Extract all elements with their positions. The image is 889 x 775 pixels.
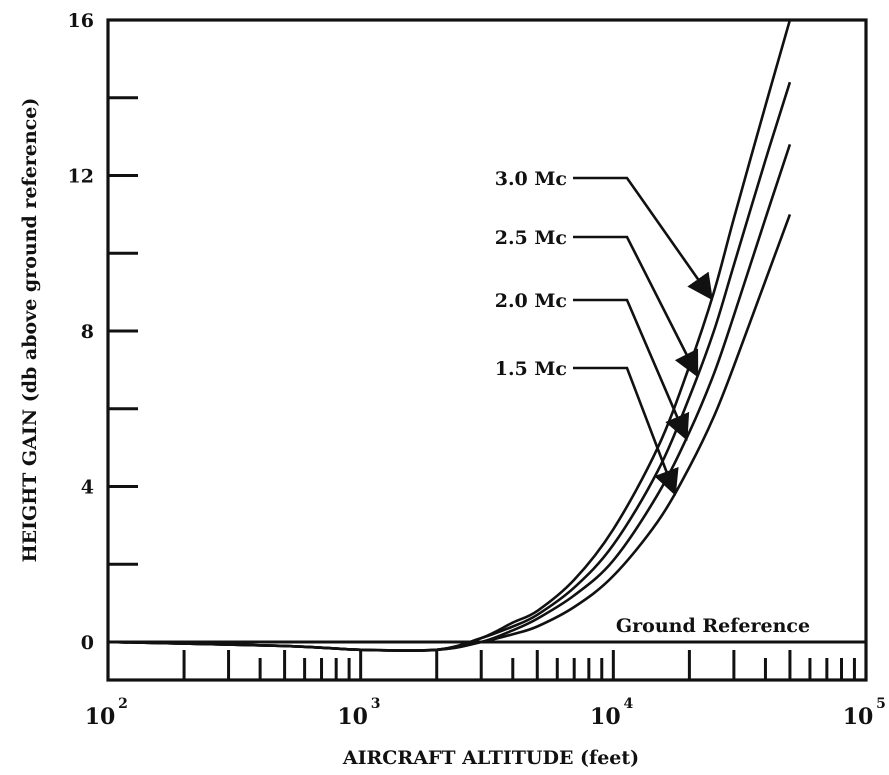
y-axis-title: HEIGHT GAIN (db above ground reference) bbox=[19, 98, 41, 563]
series-annotations: 3.0 Mc 2.5 Mc 2.0 Mc 1.5 Mc bbox=[495, 168, 713, 496]
series-line-1-5-Mc bbox=[107, 213, 792, 652]
series-curves bbox=[107, 19, 792, 653]
ground-reference-label: Ground Reference bbox=[616, 615, 810, 637]
x-tick-exponent-100: 2 bbox=[118, 696, 128, 712]
series-line-3-0-Mc bbox=[107, 19, 792, 653]
x-tick-label-100: 10 bbox=[85, 704, 116, 730]
x-tick-label-10000: 10 bbox=[590, 704, 621, 730]
x-tick-exponent-100000: 5 bbox=[876, 696, 886, 712]
plot-frame bbox=[106, 18, 868, 682]
series-leader-2-0-Mc bbox=[573, 298, 690, 441]
x-tick-label-1000: 10 bbox=[337, 704, 368, 730]
series-label-3-0-Mc: 3.0 Mc bbox=[495, 168, 567, 190]
series-line-2-0-Mc bbox=[107, 143, 792, 652]
series-label-2-0-Mc: 2.0 Mc bbox=[495, 290, 567, 312]
y-tick-label-12: 12 bbox=[68, 166, 94, 188]
series-leader-1-5-Mc bbox=[573, 366, 679, 496]
x-tick-exponent-1000: 3 bbox=[371, 696, 381, 712]
series-leader-2-5-Mc bbox=[573, 235, 699, 378]
axis-ticks bbox=[108, 18, 856, 680]
series-leader-3-0-Mc bbox=[573, 176, 713, 301]
y-tick-label-0: 0 bbox=[81, 632, 94, 654]
series-label-2-5-Mc: 2.5 Mc bbox=[495, 227, 567, 249]
y-tick-label-4: 4 bbox=[81, 477, 94, 499]
x-axis-title: AIRCRAFT ALTITUDE (feet) bbox=[342, 747, 639, 769]
x-tick-exponent-10000: 4 bbox=[623, 696, 633, 712]
y-tick-label-16: 16 bbox=[68, 10, 94, 32]
y-tick-label-8: 8 bbox=[81, 321, 94, 343]
series-line-2-5-Mc bbox=[107, 81, 792, 653]
series-label-1-5-Mc: 1.5 Mc bbox=[495, 358, 567, 380]
plot-border bbox=[106, 18, 868, 682]
x-tick-label-100000: 10 bbox=[843, 704, 874, 730]
